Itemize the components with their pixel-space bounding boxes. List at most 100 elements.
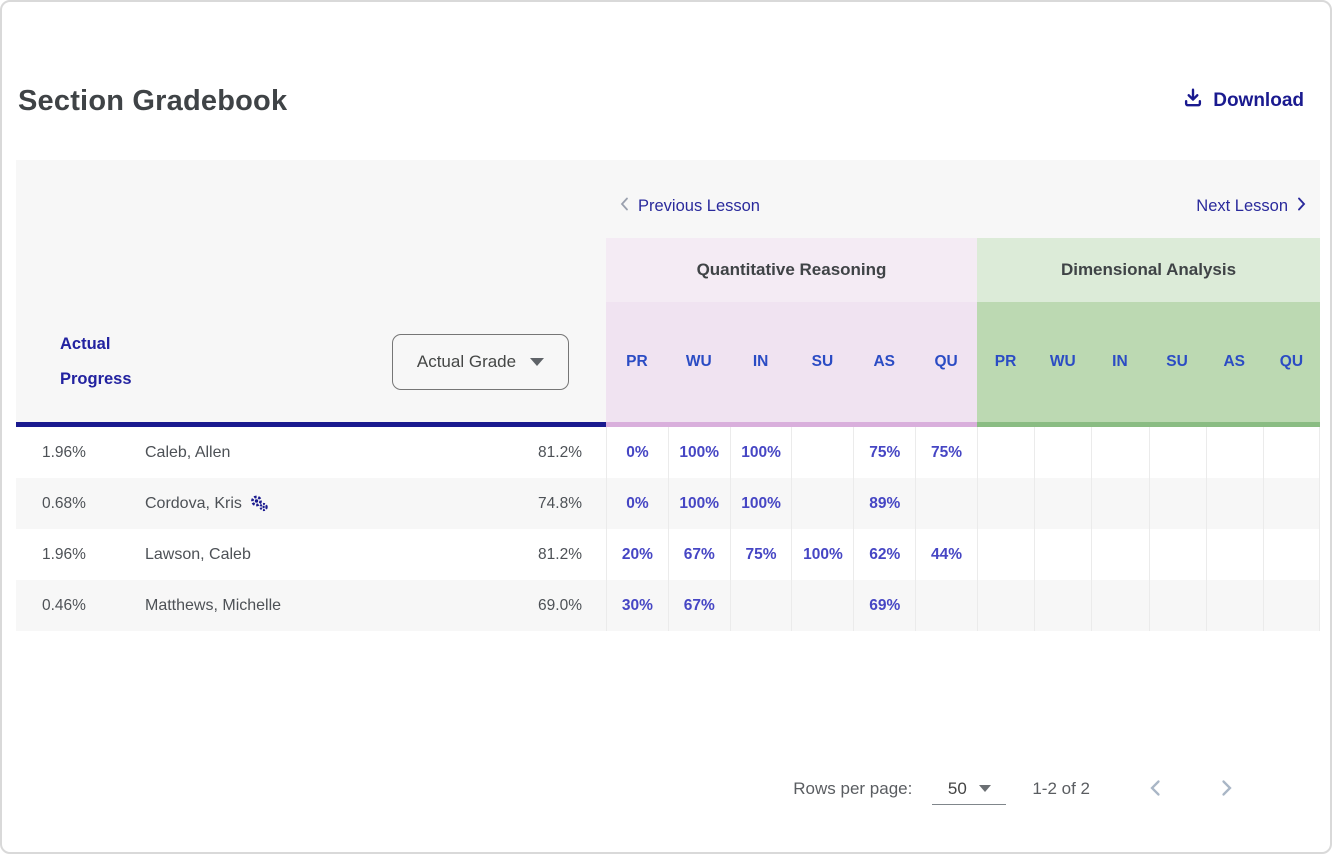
score-cell[interactable]: 20% [606,529,668,580]
score-cell [1091,580,1148,631]
column-header-as[interactable]: AS [873,353,896,370]
chevron-left-icon [1144,776,1168,803]
column-header-qu[interactable]: QU [934,353,958,370]
score-cell [1262,529,1320,580]
score-cell[interactable]: 100% [667,478,730,529]
rows-per-page-select[interactable]: 50 [932,773,1007,805]
score-cell [791,427,853,478]
column-header-in[interactable]: IN [1112,353,1128,370]
previous-lesson-button[interactable]: Previous Lesson [618,196,760,217]
score-cell[interactable]: 0% [606,427,668,478]
score-cell [1148,478,1206,529]
student-row: 1.96% Caleb, Allen 81.2% 0% 100% 100% 75% 75% [16,427,1320,478]
download-label: Download [1213,90,1304,111]
score-cell [977,580,1034,631]
score-cell[interactable]: 75% [853,427,915,478]
student-name: Matthews, Michelle [145,596,282,614]
chevron-right-icon [1214,776,1238,803]
next-page-button[interactable] [1214,776,1238,803]
score-cell [1034,478,1091,529]
actual-progress-value: 1.96% [42,545,86,563]
actual-progress-header: Actual Progress [60,327,132,397]
student-name: Lawson, Caleb [145,545,251,563]
score-cell[interactable]: 69% [853,580,915,631]
quantitative-reasoning-scores: 0% 100% 100% 89% [606,478,977,529]
score-cell [1034,427,1091,478]
column-header-wu[interactable]: WU [1049,353,1076,370]
score-cell[interactable]: 67% [667,529,730,580]
score-cell [1148,427,1206,478]
page-title: Section Gradebook [18,84,288,117]
download-button[interactable]: Download [1182,87,1304,115]
rows-per-page-label: Rows per page: [793,779,913,798]
actual-progress-value: 0.68% [42,494,86,512]
column-header-in[interactable]: IN [752,353,769,370]
actual-progress-line1: Actual [60,335,111,353]
student-row: 0.68% Cordova, Kris 74.8% 0% 100% 100% 89% [16,478,1320,529]
column-header-pr[interactable]: PR [626,353,648,370]
next-lesson-label: Next Lesson [1196,196,1288,215]
score-cell[interactable]: 75% [915,427,977,478]
student-name: Cordova, Kris [134,478,406,529]
student-name: Caleb, Allen [145,443,231,461]
column-header-su[interactable]: SU [811,353,834,370]
score-cell [1205,529,1263,580]
score-cell[interactable]: 0% [606,478,668,529]
score-cell[interactable]: 67% [667,580,730,631]
score-cell[interactable]: 30% [606,580,668,631]
chevron-down-icon [530,358,545,366]
actual-grade-value: 74.8% [538,494,582,512]
score-cell[interactable]: 100% [729,427,792,478]
actual-progress-value: 1.96% [42,443,86,461]
actual-progress-value: 0.46% [42,596,86,614]
student-rows: 1.96% Caleb, Allen 81.2% 0% 100% 100% 75% 75% 0.… [16,427,1320,631]
chevron-left-icon [618,196,631,217]
score-cell[interactable]: 100% [729,478,792,529]
column-header-wu[interactable]: WU [685,353,712,370]
score-cell [1262,427,1320,478]
dimensional-analysis-scores [977,478,1320,529]
column-header-su[interactable]: SU [1166,353,1188,370]
column-header-pr[interactable]: PR [994,353,1017,370]
score-cell [977,478,1034,529]
score-cell [1205,478,1263,529]
actual-progress-line2: Progress [60,370,132,388]
score-cell [1205,427,1263,478]
score-cell [1205,580,1263,631]
student-row: 0.46% Matthews, Michelle 69.0% 30% 67% 69% [16,580,1320,631]
column-header-qu[interactable]: QU [1279,353,1304,370]
actual-grade-value: 81.2% [538,545,582,563]
score-cell [915,580,977,631]
score-cell[interactable]: 62% [853,529,915,580]
pagination-range: 1-2 of 2 [1032,779,1090,798]
score-cell[interactable]: 75% [729,529,792,580]
score-cell [1148,580,1206,631]
score-cell[interactable]: 44% [915,529,977,580]
quantitative-reasoning-scores: 30% 67% 69% [606,580,977,631]
next-lesson-button[interactable]: Next Lesson [1196,196,1308,217]
score-cell [1034,529,1091,580]
score-cell[interactable]: 89% [853,478,915,529]
gears-icon[interactable] [249,495,269,512]
actual-grade-value: 81.2% [538,443,582,461]
score-cell[interactable]: 100% [791,529,853,580]
qr-column-headers: PR WU IN SU AS QU [606,302,977,427]
score-cell [1091,427,1148,478]
previous-page-button[interactable] [1144,776,1168,803]
actual-grade-value: 69.0% [538,596,582,614]
gradebook-table: Previous Lesson Next Lesson Quantitative… [16,160,1320,631]
page-header: Section Gradebook Download [18,80,1304,122]
student-row: 1.96% Lawson, Caleb 81.2% 20% 67% 75% 100% 62% 4… [16,529,1320,580]
dimensional-analysis-scores [977,427,1320,478]
score-cell[interactable]: 100% [667,427,730,478]
lesson-group-dimensional-analysis: Dimensional Analysis [977,238,1320,302]
score-cell [1034,580,1091,631]
dimensional-analysis-scores [977,580,1320,631]
lesson-group-header-row: Quantitative Reasoning Dimensional Analy… [16,238,1320,302]
score-cell [915,478,977,529]
grade-metric-dropdown[interactable]: Actual Grade [392,334,569,390]
column-header-as[interactable]: AS [1223,353,1246,370]
column-header-row: Actual Progress Actual Grade PR WU IN SU AS Q… [16,302,1320,427]
score-cell [977,427,1034,478]
previous-lesson-label: Previous Lesson [638,196,760,215]
